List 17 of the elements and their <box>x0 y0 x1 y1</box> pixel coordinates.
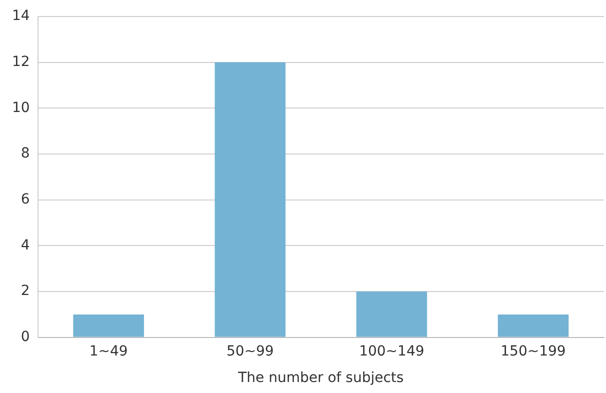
y-tick-label: 2 <box>20 283 30 300</box>
bar <box>73 314 144 337</box>
x-tick-label: 100~149 <box>359 343 424 360</box>
y-tick-label: 0 <box>20 329 30 346</box>
y-tick-label: 12 <box>12 54 30 70</box>
bar <box>356 292 428 337</box>
x-axis-title: The number of subjects <box>237 370 404 386</box>
bar <box>214 62 286 337</box>
x-tick-label: 150~199 <box>500 343 566 360</box>
y-tick-label: 4 <box>20 237 30 254</box>
y-tick-label: 10 <box>12 100 30 116</box>
y-tick-label: 6 <box>20 191 30 208</box>
bar <box>498 314 569 337</box>
x-tick-label: 1~49 <box>89 343 128 360</box>
y-tick-label: 14 <box>12 8 30 24</box>
x-tick-label: 50~99 <box>226 343 274 360</box>
y-tick-label: 8 <box>20 146 30 162</box>
